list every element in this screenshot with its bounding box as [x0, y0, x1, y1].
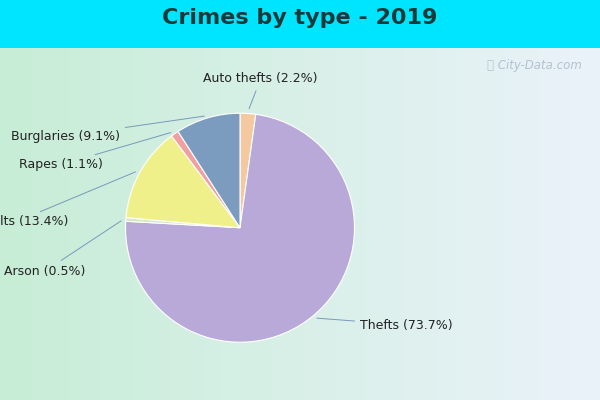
Text: Arson (0.5%): Arson (0.5%)	[4, 221, 121, 278]
Text: Thefts (73.7%): Thefts (73.7%)	[317, 318, 453, 332]
Text: Assaults (13.4%): Assaults (13.4%)	[0, 172, 136, 228]
Text: Crimes by type - 2019: Crimes by type - 2019	[163, 8, 437, 28]
Wedge shape	[178, 113, 240, 228]
Wedge shape	[126, 218, 240, 228]
Wedge shape	[126, 136, 240, 228]
Text: Rapes (1.1%): Rapes (1.1%)	[19, 132, 171, 171]
Text: ⓘ City-Data.com: ⓘ City-Data.com	[487, 58, 582, 72]
Wedge shape	[172, 132, 240, 228]
Wedge shape	[125, 114, 355, 342]
Text: Auto thefts (2.2%): Auto thefts (2.2%)	[203, 72, 318, 109]
Wedge shape	[240, 113, 256, 228]
Text: Burglaries (9.1%): Burglaries (9.1%)	[11, 116, 205, 143]
